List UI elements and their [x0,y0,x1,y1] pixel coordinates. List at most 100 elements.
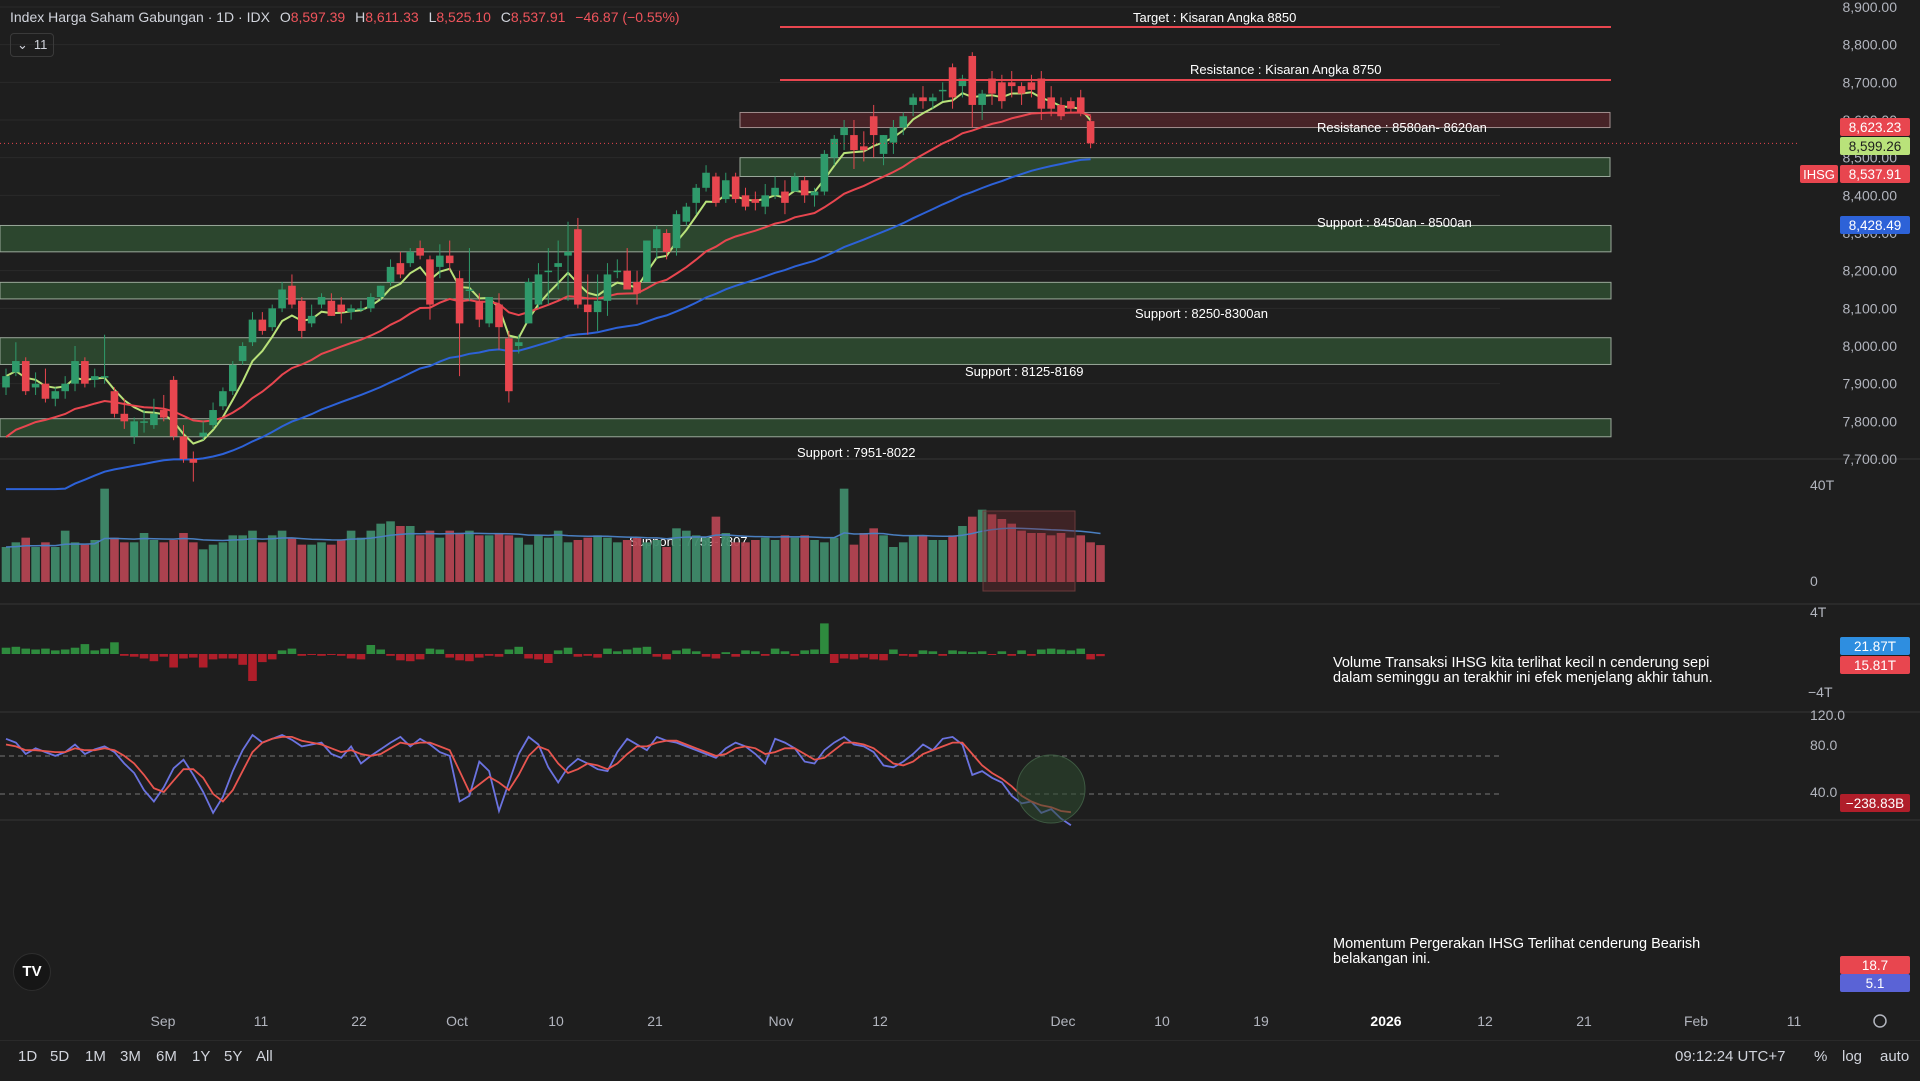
flow-bar [1046,648,1056,654]
flow-bar [80,644,90,654]
support-zone [0,224,1612,253]
volume-bar [1066,537,1076,582]
flow-bar [603,648,612,654]
candle-body [495,304,503,328]
candle-body [593,300,602,313]
log-scale-button[interactable]: log [1842,1048,1863,1065]
candle-body [583,304,592,313]
volume-bar [228,535,238,582]
indicators-toggle-button[interactable]: ⌄ 11 [10,33,55,57]
volume-bar [218,542,228,582]
range-all-button[interactable]: All [256,1048,273,1065]
candle-body [544,270,553,273]
volume-bar [662,547,671,582]
volume-bar [297,544,307,582]
flow-bar [534,654,543,660]
volume-bar [652,540,662,582]
time-tick-label: Oct [446,1013,468,1029]
percent-scale-button[interactable]: % [1814,1048,1828,1065]
candle-body [731,176,740,200]
candle-body [643,240,651,282]
flow-bar [425,648,435,654]
range-3m-button[interactable]: 3M [120,1048,141,1065]
range-1y-button[interactable]: 1Y [192,1048,211,1065]
flow-bar [760,654,770,656]
flow-bar [129,654,139,657]
time-tick-label: 11 [1787,1013,1802,1029]
ema-slow-line [6,158,1091,491]
flow-bar [524,654,533,659]
candle-body [90,376,99,380]
clock[interactable]: 09:12:24 UTC+7 [1675,1048,1786,1065]
ema-slow-tag-bg [1840,216,1910,234]
volume-bar [474,535,484,582]
low-label: L [428,9,437,25]
flow-bar [465,654,474,662]
volume-bar [238,535,247,582]
volume-bar [691,535,701,582]
volume-bar [534,535,543,582]
change-value: −46.87 (−0.55%) [575,9,680,25]
volume-bar [642,542,652,582]
volume-bar [780,535,790,582]
flow-bar [1066,650,1076,654]
support-zone [0,281,1612,300]
volume-ma-line [5,527,1101,548]
volume-bar [198,549,208,582]
volume-bar [514,537,524,582]
candle-body [1047,97,1055,109]
stoch-d-tag-bg [1840,956,1910,974]
auto-scale-button[interactable]: auto [1880,1048,1910,1065]
candle-body [12,361,20,373]
volume-bar [1017,530,1026,582]
range-5d-button[interactable]: 5D [50,1048,70,1065]
flow-bar [297,654,307,656]
price-tick-label: 8,000.00 [1843,338,1898,354]
candle-body [662,233,671,252]
candle-body [998,82,1006,102]
candle-body [524,281,533,324]
tradingview-logo-icon[interactable]: TV [13,953,51,991]
candle-body [820,153,829,192]
time-tick-label: 12 [872,1013,888,1029]
candle-body [672,214,681,249]
volume-tick-label: 0 [1810,573,1818,589]
volume-bar [711,516,721,582]
volume-last-tag: 15.81T [1854,658,1896,673]
volume-bar [129,542,139,582]
volume-bar [741,542,750,582]
range-1m-button[interactable]: 1M [85,1048,106,1065]
range-5y-button[interactable]: 5Y [224,1048,243,1065]
flow-bar [741,650,750,654]
candle-body [258,319,267,331]
candle-body [426,259,434,305]
time-tick-label: 2026 [1370,1013,1401,1029]
candle-body [505,338,513,392]
candle-body [751,199,760,203]
flow-bar [652,654,662,657]
volume-bar [918,535,928,582]
candle-body [209,410,217,426]
volume-bar [859,533,869,582]
candle-body [485,297,493,324]
flow-bar [70,647,80,654]
momentum-note-line1: Momentum Pergerakan IHSG Terlihat cender… [1333,936,1701,952]
flow-bar [287,648,297,654]
candle-body [554,263,562,267]
flow-tick-label: 4T [1810,604,1827,620]
flow-bar [455,654,464,661]
volume-bar [928,540,938,582]
support-zone [0,418,1612,438]
candle-body [21,361,30,392]
range-1d-button[interactable]: 1D [18,1048,38,1065]
symbol-title[interactable]: Index Harga Saham Gabungan · 1D · IDX [10,9,270,25]
flow-bar [494,654,504,657]
volume-bar [267,535,277,582]
volume-bar [189,542,198,582]
volume-bar [100,488,109,582]
volume-bar [1,547,11,582]
volume-bar [90,540,100,582]
candle-body [603,274,612,301]
range-6m-button[interactable]: 6M [156,1048,177,1065]
